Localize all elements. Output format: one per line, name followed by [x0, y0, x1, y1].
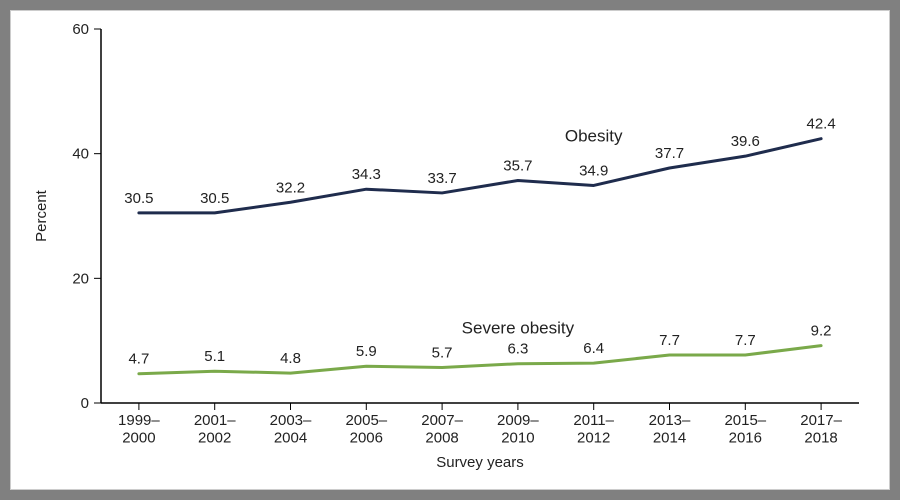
series-line [139, 139, 821, 213]
data-point-label: 34.3 [352, 166, 381, 183]
x-tick-label: 2011–2012 [573, 412, 614, 446]
x-tick-label: 2007–2008 [421, 412, 463, 446]
y-tick-label: 40 [72, 146, 89, 163]
data-point-label: 30.5 [124, 190, 153, 207]
y-tick-label: 60 [72, 21, 89, 38]
data-point-label: 32.2 [276, 179, 305, 196]
data-point-label: 9.2 [811, 323, 832, 340]
data-point-label: 4.7 [128, 351, 149, 368]
data-point-label: 30.5 [200, 190, 229, 207]
x-tick-label: 2005–2006 [345, 412, 387, 446]
x-tick-label: 2013–2014 [649, 412, 691, 446]
x-tick-label: 2003–2004 [270, 412, 312, 446]
chart-frame: 0 20 40 60 Percent 1999–2000 2001–2002 2003–200… [0, 0, 900, 500]
data-point-label: 6.4 [583, 340, 604, 357]
x-tick-label: 1999–2000 [118, 412, 160, 446]
x-tick-label: 2009–2010 [497, 412, 539, 446]
data-point-label: 5.9 [356, 343, 377, 360]
data-point-label: 37.7 [655, 145, 684, 162]
chart-panel: 0 20 40 60 Percent 1999–2000 2001–2002 2003–200… [10, 10, 890, 490]
data-point-label: 4.8 [280, 350, 301, 367]
x-tick-label: 2001–2002 [194, 412, 236, 446]
line-chart: 0 20 40 60 Percent 1999–2000 2001–2002 2003–200… [11, 11, 889, 489]
data-point-label: 34.9 [579, 162, 608, 179]
data-point-label: 35.7 [503, 157, 532, 174]
y-tick-label: 20 [72, 270, 89, 287]
data-point-label: 33.7 [427, 170, 456, 187]
data-point-label: 39.6 [731, 133, 760, 150]
x-tick-label: 2015–2016 [724, 412, 766, 446]
x-axis-title: Survey years [436, 454, 524, 471]
data-point-label: 5.1 [204, 348, 225, 365]
y-tick-label: 0 [81, 395, 89, 412]
series-line [139, 346, 821, 374]
data-point-label: 5.7 [432, 344, 453, 361]
data-point-label: 7.7 [735, 332, 756, 349]
series-name-label: Severe obesity [462, 319, 575, 338]
data-point-label: 6.3 [507, 341, 528, 358]
y-axis-title: Percent [33, 189, 50, 242]
x-tick-label: 2017–2018 [800, 412, 842, 446]
data-point-label: 7.7 [659, 332, 680, 349]
series-name-label: Obesity [565, 126, 623, 145]
data-point-label: 42.4 [806, 116, 835, 133]
